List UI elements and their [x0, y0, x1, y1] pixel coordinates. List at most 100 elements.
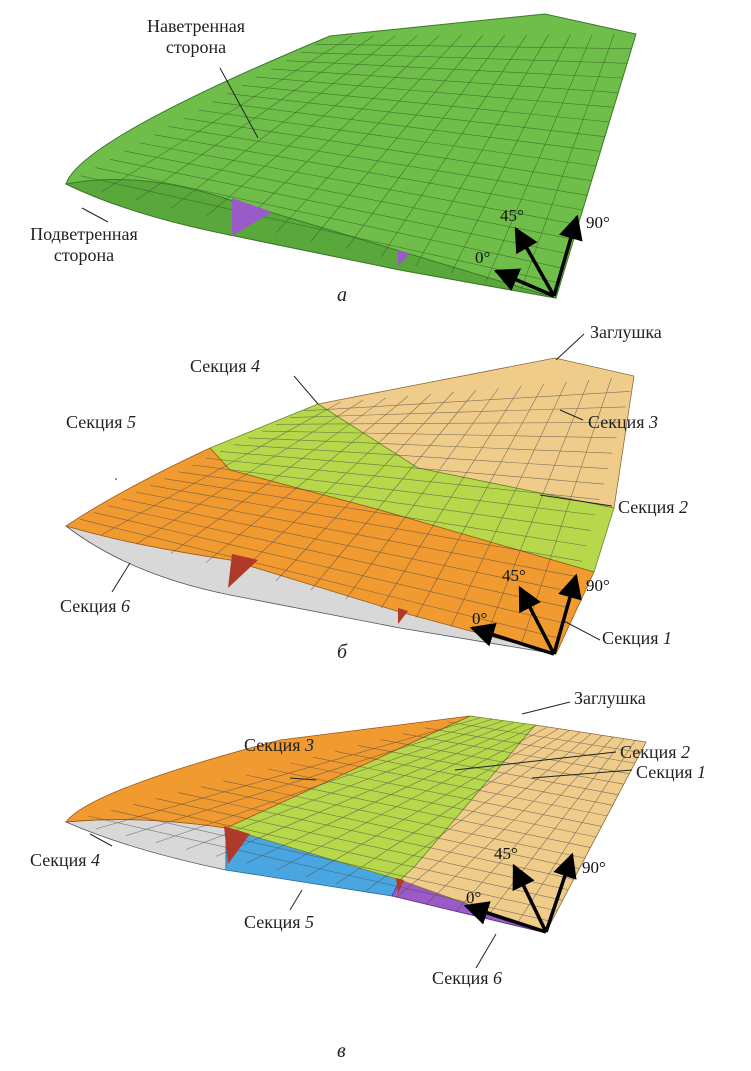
label-b-section-6-word: Секция [60, 596, 117, 616]
label-b-section-4: Секция 4 [190, 356, 260, 377]
label-c-section-1-num: 1 [697, 762, 707, 782]
label-leeward: Подветренная сторона [6, 224, 162, 265]
leader-c-cap [521, 701, 571, 715]
label-b-section-1: Секция 1 [602, 628, 672, 649]
label-c-section-5-word: Секция [244, 912, 301, 932]
spar-marker-b1 [228, 554, 258, 588]
grid-c-chordline [155, 720, 504, 843]
axis-a-45 [514, 226, 556, 297]
wing-a [64, 13, 637, 299]
grid-a-chordline [240, 35, 440, 225]
panel-c-letter: в [337, 1040, 346, 1062]
angle-a-45: 45° [500, 206, 524, 225]
grid-c-chordline [485, 738, 625, 919]
label-c-section-4-num: 4 [91, 850, 101, 870]
label-b-section-6-num: 6 [121, 596, 131, 616]
label-c-section-6-num: 6 [493, 968, 503, 988]
grid-c-chordline [455, 736, 614, 912]
grid-a-chordline [485, 34, 593, 282]
label-leeward-line1: Подветренная [30, 224, 138, 244]
label-b-cap: Заглушка [590, 322, 662, 342]
grid-c-chordline [425, 735, 603, 905]
label-c-section-1-word: Секция [636, 762, 693, 782]
label-c-section-5-num: 5 [305, 912, 315, 932]
grid-c-chordline [125, 718, 493, 837]
grid-b-chordline [485, 379, 590, 636]
grid-b-chordline [170, 397, 386, 554]
spar-marker-a2 [398, 250, 410, 266]
label-b-section-1-num: 1 [663, 628, 673, 648]
grid-c-chordline [335, 730, 570, 885]
label-b-section-6: Секция 6 [60, 596, 130, 617]
grid-c-chordline [215, 723, 526, 857]
axis-c-45 [512, 863, 548, 933]
leader-c-s3 [289, 777, 317, 781]
leader-b-s2 [539, 494, 613, 507]
grid-c-chordline [185, 722, 515, 850]
leader-b-s1 [561, 619, 601, 641]
grid-a-chordline [135, 35, 374, 201]
grid-c-chordline [365, 732, 581, 891]
panel-a-letter: а [337, 284, 347, 306]
label-c-section-5: Секция 5 [244, 912, 314, 933]
spar-marker-c1 [224, 826, 250, 864]
angle-c-90: 90° [582, 858, 606, 877]
grid-b-chordline [310, 389, 477, 591]
label-b-section-3-word: Секция [588, 412, 645, 432]
label-c-section-6: Секция 6 [432, 968, 502, 989]
label-windward-line1: Наветренная [147, 16, 245, 36]
label-c-section-3-num: 3 [305, 735, 315, 755]
label-b-section-4-num: 4 [251, 356, 261, 376]
label-b-section-5-num: 5 [127, 412, 137, 432]
grid-a-chordline [100, 35, 353, 193]
grid-c-chordline [275, 727, 548, 871]
wing-c-orange-section [65, 715, 471, 829]
grid-a-chordline [205, 35, 418, 217]
wing-b-orange-section [65, 447, 595, 655]
angle-b-45: 45° [502, 566, 526, 585]
wing-a-grid [80, 34, 632, 290]
grid-a-chordline [345, 34, 506, 250]
spar-marker-b2 [398, 608, 408, 624]
axis-b-90 [552, 573, 582, 655]
label-c-section-2-num: 2 [681, 742, 691, 762]
label-b-section-5-word: Секция [66, 412, 123, 432]
leader-c-s4 [89, 833, 113, 847]
wing-b-grid [79, 377, 630, 645]
grid-b-chordline [345, 387, 499, 600]
leader-b-cap [555, 333, 585, 361]
grid-a-chordline [310, 34, 484, 242]
grid-c-chordline [95, 717, 482, 830]
grid-b-chordline [415, 383, 544, 618]
label-b-section-3-num: 3 [649, 412, 659, 432]
wing-c-grid [88, 717, 641, 926]
angle-a-0: 0° [475, 248, 491, 267]
angle-a-90: 90° [586, 213, 610, 232]
wing-c [64, 715, 647, 933]
leader-leeward [81, 207, 109, 223]
axis-c-90 [544, 852, 577, 933]
grid-b-chordline [135, 399, 364, 545]
grid-a-chordline [380, 34, 527, 258]
label-b-section-5: Секция 5 [66, 412, 136, 433]
axis-a-90 [552, 214, 583, 297]
leader-c-s2 [454, 751, 617, 771]
angle-c-0: 0° [466, 888, 482, 907]
grid-a-chordline [450, 34, 571, 274]
leader-c-s1 [531, 769, 633, 779]
label-c-section-6-word: Секция [432, 968, 489, 988]
label-b-section-2-num: 2 [679, 497, 689, 517]
label-b-section-4-word: Секция [190, 356, 247, 376]
grid-c-chordline [305, 728, 559, 878]
leader-windward [219, 67, 259, 139]
label-c-section-3-word: Секция [244, 735, 301, 755]
grid-a-chordline [170, 35, 396, 209]
label-c-section-4: Секция 4 [30, 850, 100, 871]
spar-marker-c2 [396, 878, 404, 894]
leader-b-s4 [293, 375, 319, 405]
grid-b-chordline [100, 401, 341, 536]
axis-b-45 [518, 585, 556, 655]
grid-c-chordline [245, 725, 537, 864]
axes-c [463, 852, 577, 934]
angle-b-90: 90° [586, 576, 610, 595]
